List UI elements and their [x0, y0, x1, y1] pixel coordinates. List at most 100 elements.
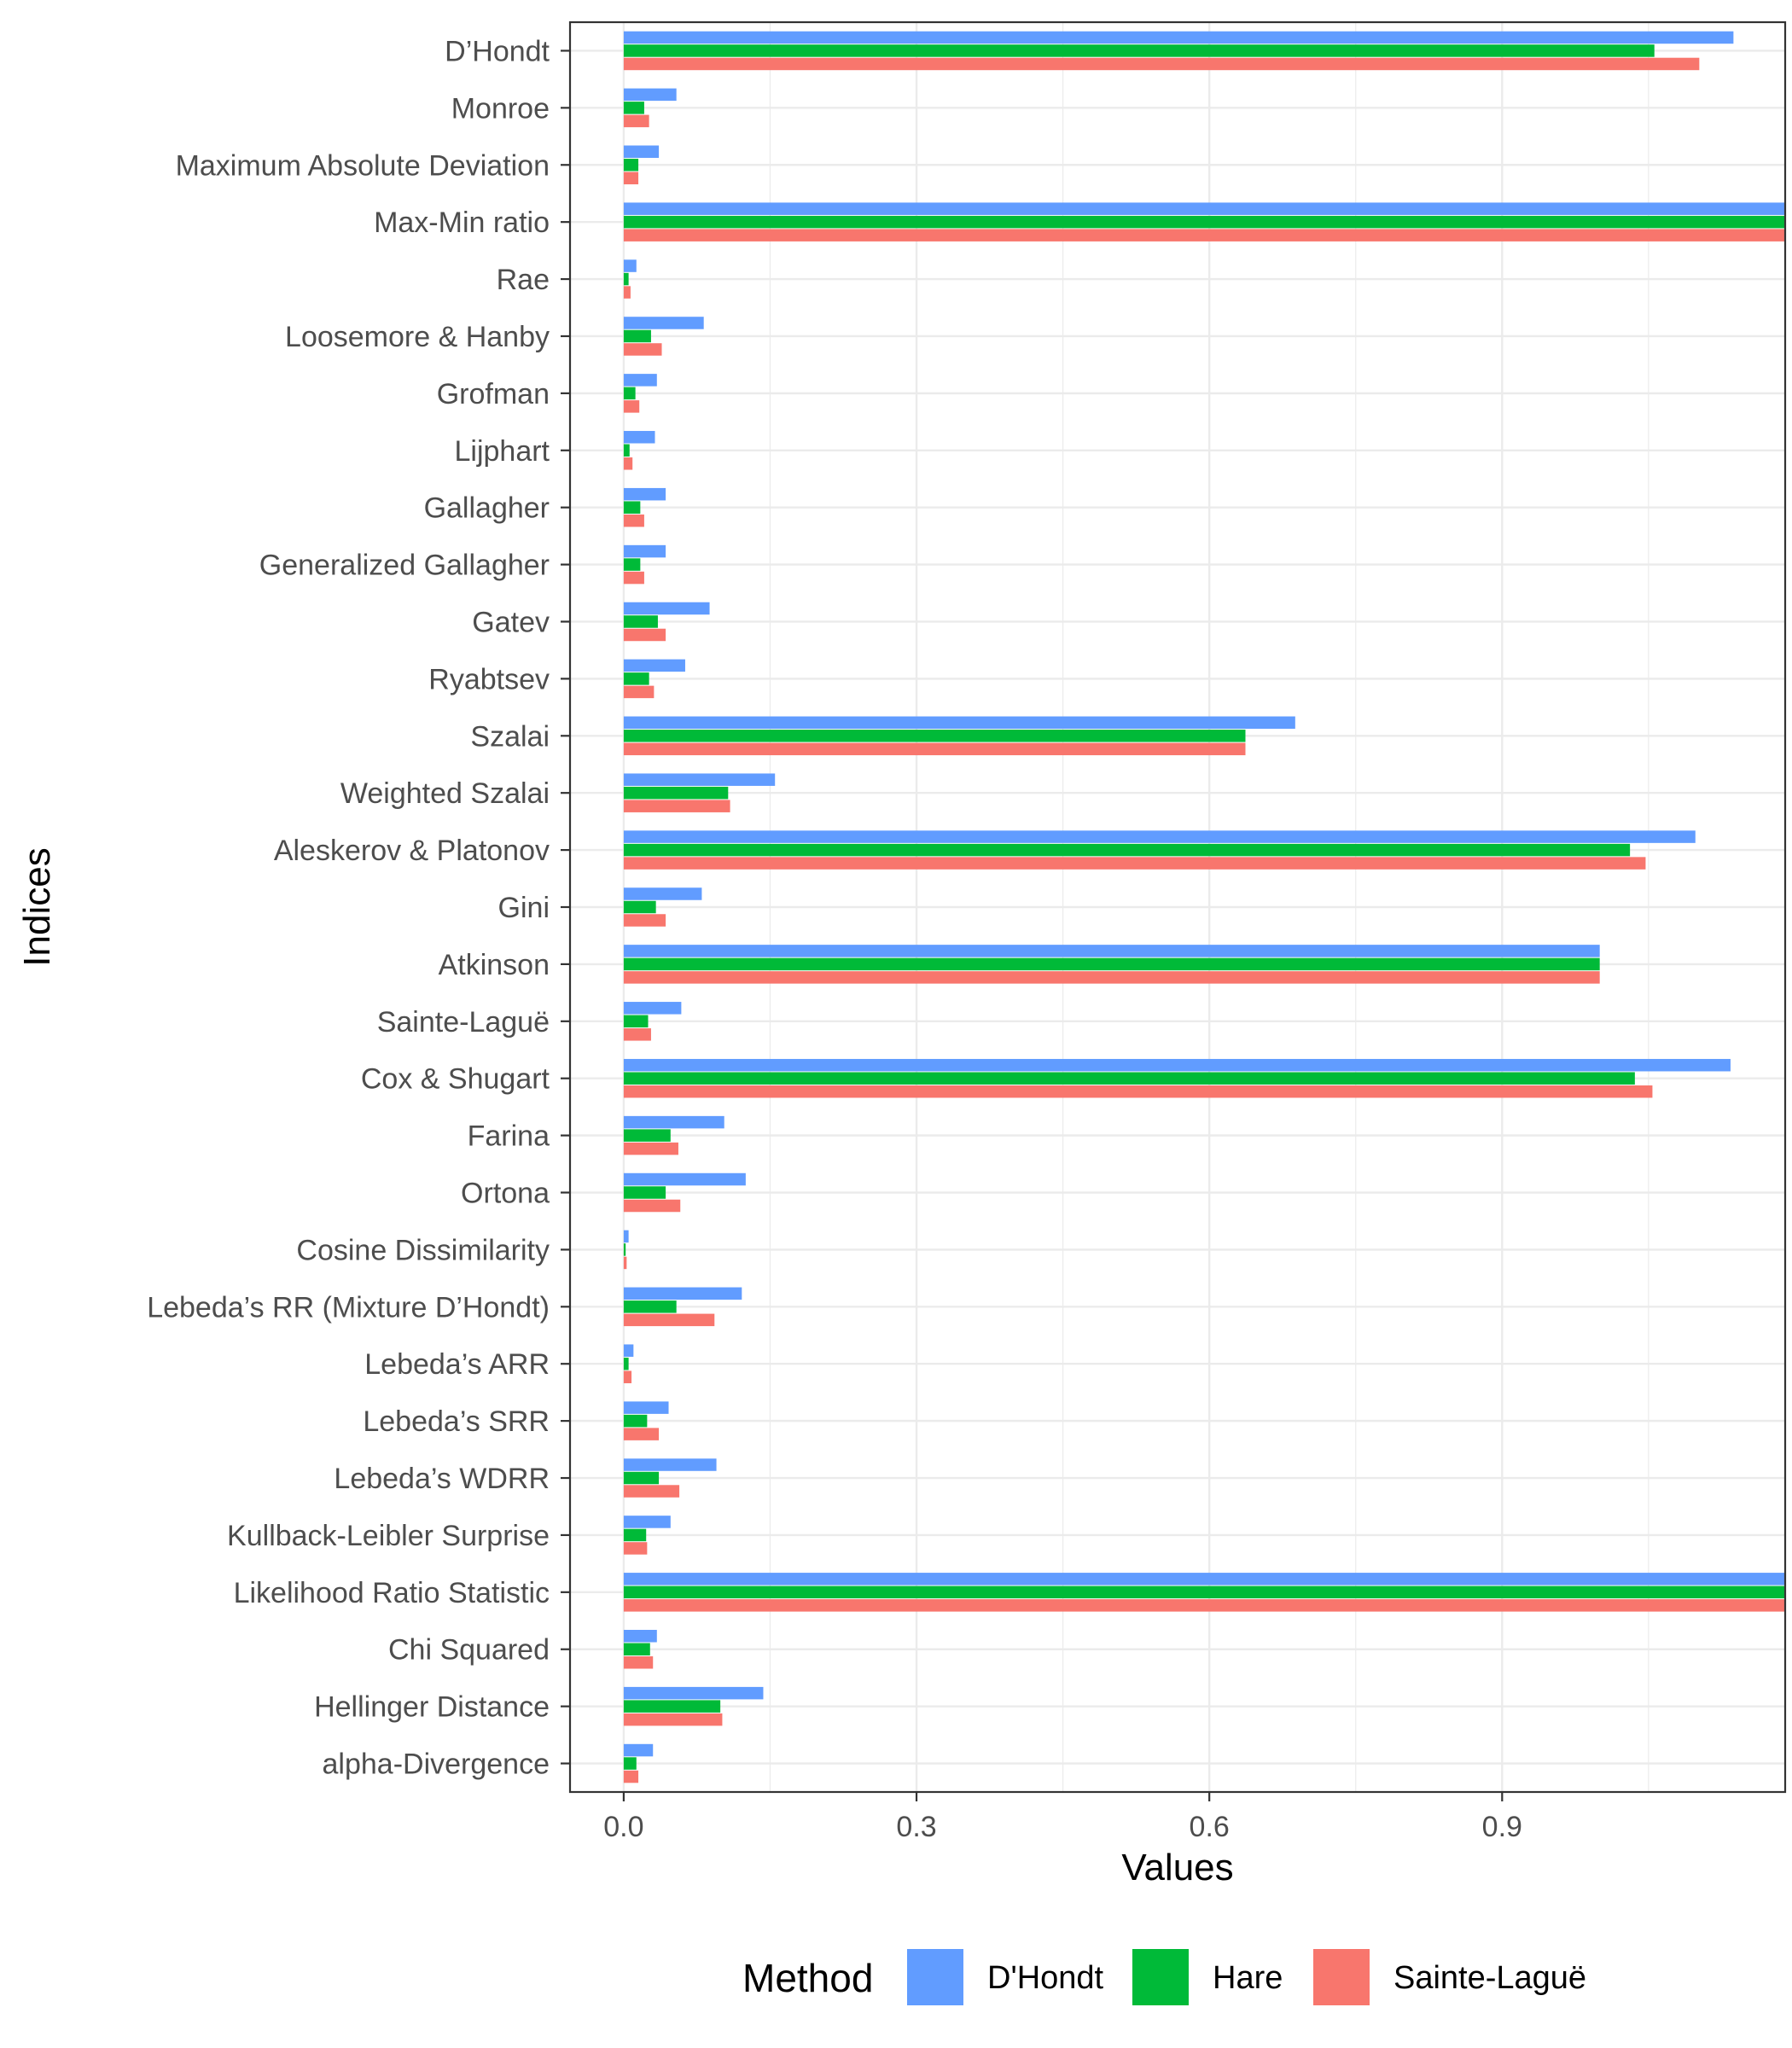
y-tick-label: Monroe — [451, 92, 550, 125]
bar — [623, 1573, 1785, 1585]
bar — [623, 628, 666, 642]
gridlines — [570, 22, 1785, 1792]
bar — [623, 1313, 715, 1327]
bar — [623, 202, 1785, 215]
bar — [623, 900, 656, 914]
bar — [623, 172, 639, 185]
y-tick-label: Likelihood Ratio Statistic — [234, 1577, 550, 1609]
bar — [623, 716, 1295, 730]
bar — [623, 487, 666, 501]
legend-key — [1313, 1949, 1370, 2005]
bar — [623, 1142, 678, 1155]
y-tick-label: Farina — [468, 1120, 550, 1153]
bar — [623, 1585, 1785, 1599]
bar — [623, 1172, 746, 1186]
bar — [623, 343, 662, 356]
bar — [623, 1243, 626, 1256]
bar — [623, 286, 631, 299]
y-tick-label: Max-Min ratio — [374, 207, 550, 239]
x-tick-label: 0.9 — [1482, 1811, 1522, 1843]
y-tick-label: Lebeda’s RR (Mixture D’Hondt) — [147, 1291, 550, 1324]
bar — [623, 659, 685, 672]
bar — [623, 1028, 651, 1041]
bar — [623, 672, 649, 685]
bar — [623, 1072, 1635, 1085]
y-axis-title: Indices — [16, 847, 58, 966]
y-tick-label: alpha-Divergence — [323, 1748, 550, 1781]
y-tick-label: Szalai — [470, 720, 550, 753]
bar — [623, 1115, 724, 1129]
bar — [623, 1085, 1653, 1098]
bar — [623, 1344, 634, 1357]
bar — [623, 1686, 764, 1700]
bar — [623, 1542, 648, 1555]
y-tick-label: Cosine Dissimilarity — [296, 1234, 550, 1266]
bar — [623, 145, 660, 159]
x-tick-label: 0.3 — [896, 1811, 936, 1843]
y-tick-label: Chi Squared — [388, 1634, 550, 1667]
y-tick-label: Rae — [497, 264, 550, 296]
bar — [623, 1471, 660, 1485]
bar — [623, 272, 629, 286]
bar — [623, 1713, 723, 1726]
bar — [623, 685, 655, 699]
bar — [623, 800, 730, 812]
bar — [623, 317, 704, 329]
x-axis-title: Values — [1121, 1847, 1233, 1888]
bar — [623, 544, 666, 558]
bar — [623, 1629, 657, 1643]
bar — [623, 102, 644, 114]
y-tick-label: Aleskerov & Platonov — [274, 835, 550, 867]
y-tick-label: D’Hondt — [445, 35, 550, 67]
legend-title: Method — [742, 1956, 873, 2000]
bar — [623, 1655, 654, 1669]
bar — [623, 1401, 669, 1414]
y-tick-label: Ryabtsev — [428, 663, 550, 695]
bar — [623, 229, 1785, 241]
legend: Method D'Hondt Hare Sainte-Laguë — [742, 1949, 1586, 2005]
bar — [623, 1357, 629, 1370]
y-tick-label: Cox & Shugart — [361, 1063, 550, 1096]
bar — [623, 1058, 1731, 1072]
bar — [623, 114, 649, 128]
bar — [623, 857, 1646, 870]
legend-label: D'Hondt — [987, 1960, 1104, 1996]
bar — [623, 615, 658, 628]
legend-label: Sainte-Laguë — [1393, 1960, 1586, 1996]
bar — [623, 1002, 682, 1015]
bar — [623, 259, 637, 272]
bar — [623, 1458, 717, 1471]
bar — [623, 374, 657, 387]
bar — [623, 773, 776, 786]
bar — [623, 514, 644, 527]
bar — [623, 786, 729, 800]
y-tick-label: Maximum Absolute Deviation — [176, 149, 550, 182]
bar — [623, 1129, 671, 1142]
y-tick-label: Gallagher — [424, 492, 550, 525]
y-tick-label: Grofman — [437, 378, 550, 410]
bar — [623, 742, 1246, 756]
y-tick-label: Hellinger Distance — [314, 1691, 550, 1724]
bar — [623, 159, 639, 172]
y-tick-label: Kullback-Leibler Surprise — [227, 1520, 550, 1552]
bar — [623, 843, 1631, 857]
bar — [623, 457, 633, 470]
bar — [623, 400, 640, 413]
legend-key — [1132, 1949, 1189, 2005]
x-tick-label: 0.0 — [603, 1811, 643, 1843]
bar — [623, 88, 677, 102]
y-tick-label: Generalized Gallagher — [259, 550, 550, 582]
bar — [623, 914, 666, 927]
bar — [623, 1015, 649, 1028]
bar — [623, 1770, 639, 1783]
bar — [623, 1414, 648, 1428]
x-tick-label: 0.6 — [1190, 1811, 1230, 1843]
y-tick-label: Weighted Szalai — [340, 777, 550, 810]
bar — [623, 387, 636, 400]
bar — [623, 602, 710, 615]
bar — [623, 1287, 742, 1300]
y-tick-label: Lebeda’s ARR — [364, 1348, 550, 1381]
bar — [623, 1186, 666, 1199]
bar — [623, 558, 641, 571]
bar — [623, 1370, 632, 1383]
